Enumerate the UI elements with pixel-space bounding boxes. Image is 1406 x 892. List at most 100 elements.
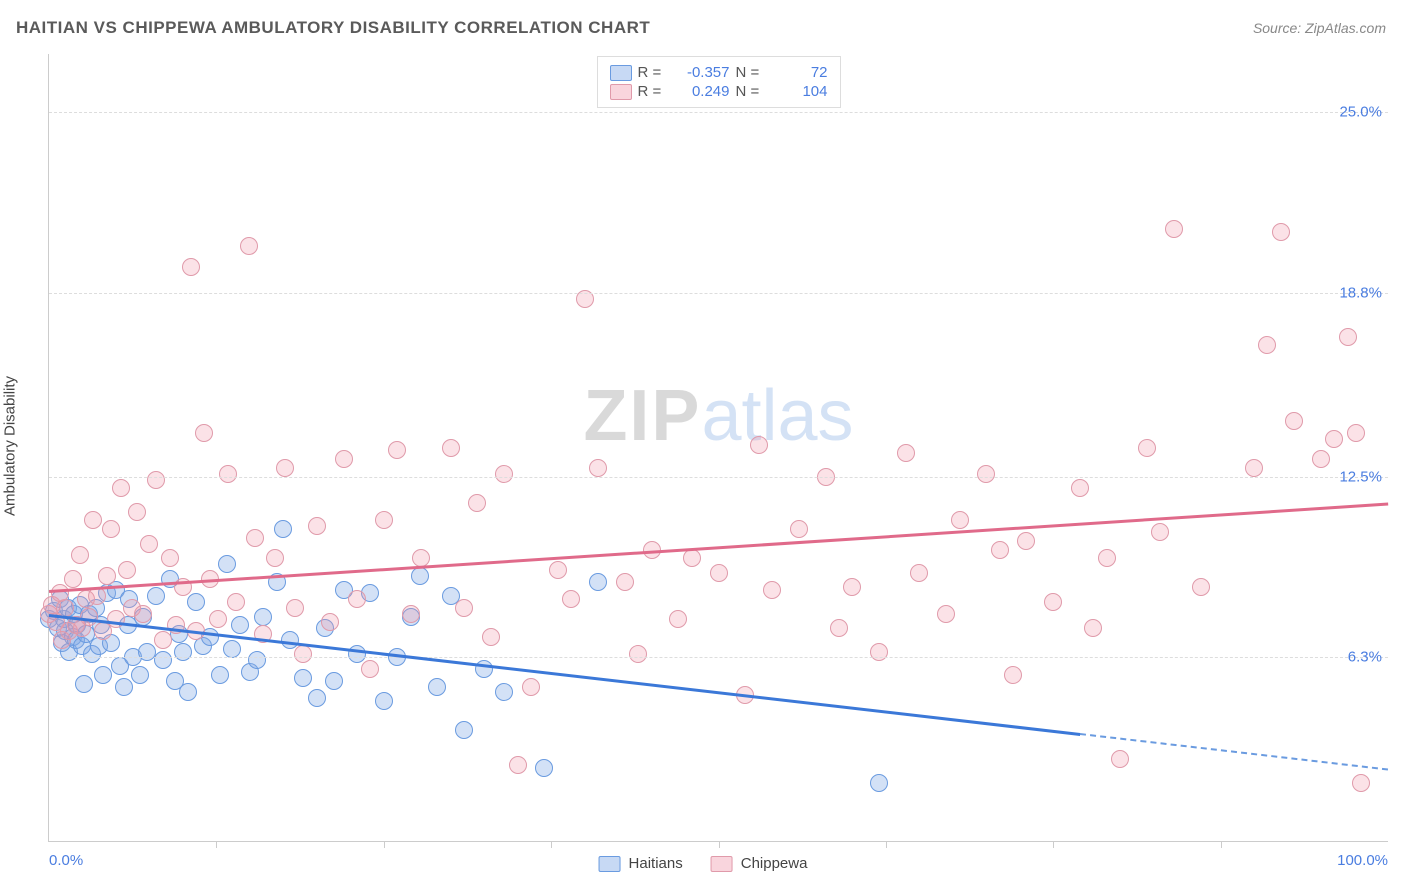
scatter-point-chippewa <box>195 424 213 442</box>
scatter-point-chippewa <box>1312 450 1330 468</box>
scatter-point-chippewa <box>830 619 848 637</box>
legend-n-value: 104 <box>770 83 828 100</box>
scatter-point-chippewa <box>361 660 379 678</box>
scatter-point-chippewa <box>375 511 393 529</box>
scatter-point-chippewa <box>140 535 158 553</box>
scatter-point-chippewa <box>294 645 312 663</box>
scatter-point-chippewa <box>161 549 179 567</box>
series-legend: Haitians Chippewa <box>599 855 808 872</box>
scatter-point-chippewa <box>348 590 366 608</box>
legend-swatch <box>610 84 632 100</box>
scatter-point-chippewa <box>616 573 634 591</box>
legend-r-value: -0.357 <box>672 64 730 81</box>
scatter-point-chippewa <box>468 494 486 512</box>
scatter-point-chippewa <box>98 567 116 585</box>
gridline <box>49 477 1388 478</box>
scatter-point-haitians <box>248 651 266 669</box>
plot-area: ZIPatlas R =-0.357N =72R =0.249N =104 6.… <box>48 54 1388 842</box>
scatter-point-haitians <box>428 678 446 696</box>
scatter-point-chippewa <box>1084 619 1102 637</box>
scatter-point-haitians <box>274 520 292 538</box>
x-tick <box>216 841 217 848</box>
scatter-point-haitians <box>589 573 607 591</box>
scatter-point-haitians <box>375 692 393 710</box>
legend-row: R =-0.357N =72 <box>610 64 828 81</box>
scatter-point-chippewa <box>246 529 264 547</box>
legend-r-label: R = <box>638 64 666 81</box>
legend-n-value: 72 <box>770 64 828 81</box>
scatter-point-chippewa <box>991 541 1009 559</box>
scatter-point-haitians <box>231 616 249 634</box>
scatter-point-chippewa <box>549 561 567 579</box>
scatter-point-chippewa <box>790 520 808 538</box>
scatter-point-chippewa <box>286 599 304 617</box>
scatter-point-chippewa <box>843 578 861 596</box>
legend-r-value: 0.249 <box>672 83 730 100</box>
scatter-point-chippewa <box>134 605 152 623</box>
scatter-point-haitians <box>325 672 343 690</box>
legend-row: R =0.249N =104 <box>610 83 828 100</box>
scatter-point-haitians <box>211 666 229 684</box>
scatter-point-chippewa <box>1258 336 1276 354</box>
scatter-point-haitians <box>179 683 197 701</box>
scatter-point-chippewa <box>154 631 172 649</box>
legend-swatch <box>610 65 632 81</box>
scatter-point-chippewa <box>1044 593 1062 611</box>
scatter-point-chippewa <box>509 756 527 774</box>
legend-item: Haitians <box>599 855 683 872</box>
x-tick <box>1221 841 1222 848</box>
scatter-point-haitians <box>870 774 888 792</box>
scatter-point-chippewa <box>1151 523 1169 541</box>
scatter-point-chippewa <box>1071 479 1089 497</box>
scatter-point-chippewa <box>102 520 120 538</box>
scatter-point-chippewa <box>71 546 89 564</box>
scatter-point-chippewa <box>750 436 768 454</box>
scatter-point-chippewa <box>1347 424 1365 442</box>
correlation-legend: R =-0.357N =72R =0.249N =104 <box>597 56 841 108</box>
scatter-point-chippewa <box>442 439 460 457</box>
scatter-point-chippewa <box>1352 774 1370 792</box>
scatter-point-haitians <box>254 608 272 626</box>
scatter-point-haitians <box>411 567 429 585</box>
scatter-point-haitians <box>147 587 165 605</box>
scatter-point-haitians <box>308 689 326 707</box>
scatter-point-chippewa <box>589 459 607 477</box>
scatter-point-chippewa <box>1111 750 1129 768</box>
legend-swatch <box>711 856 733 872</box>
legend-item: Chippewa <box>711 855 808 872</box>
x-tick <box>1053 841 1054 848</box>
scatter-point-chippewa <box>910 564 928 582</box>
points-layer <box>49 54 1388 841</box>
scatter-point-chippewa <box>388 441 406 459</box>
scatter-point-haitians <box>281 631 299 649</box>
scatter-point-haitians <box>218 555 236 573</box>
scatter-point-chippewa <box>951 511 969 529</box>
scatter-point-chippewa <box>107 610 125 628</box>
legend-swatch <box>599 856 621 872</box>
scatter-point-chippewa <box>276 459 294 477</box>
scatter-point-chippewa <box>683 549 701 567</box>
scatter-point-chippewa <box>64 570 82 588</box>
scatter-point-chippewa <box>84 511 102 529</box>
scatter-point-haitians <box>154 651 172 669</box>
gridline <box>49 293 1388 294</box>
legend-r-label: R = <box>638 83 666 100</box>
scatter-point-chippewa <box>1004 666 1022 684</box>
x-tick <box>719 841 720 848</box>
scatter-point-chippewa <box>209 610 227 628</box>
scatter-point-chippewa <box>321 613 339 631</box>
y-axis-label: Ambulatory Disability <box>2 376 19 516</box>
scatter-point-chippewa <box>308 517 326 535</box>
gridline <box>49 112 1388 113</box>
chart-title: HAITIAN VS CHIPPEWA AMBULATORY DISABILIT… <box>16 18 650 38</box>
scatter-point-haitians <box>75 675 93 693</box>
legend-label: Haitians <box>629 855 683 872</box>
scatter-point-chippewa <box>1245 459 1263 477</box>
scatter-point-chippewa <box>669 610 687 628</box>
scatter-point-chippewa <box>1272 223 1290 241</box>
legend-label: Chippewa <box>741 855 808 872</box>
source-attribution: Source: ZipAtlas.com <box>1253 20 1386 36</box>
scatter-point-haitians <box>94 666 112 684</box>
scatter-point-haitians <box>187 593 205 611</box>
scatter-point-chippewa <box>897 444 915 462</box>
